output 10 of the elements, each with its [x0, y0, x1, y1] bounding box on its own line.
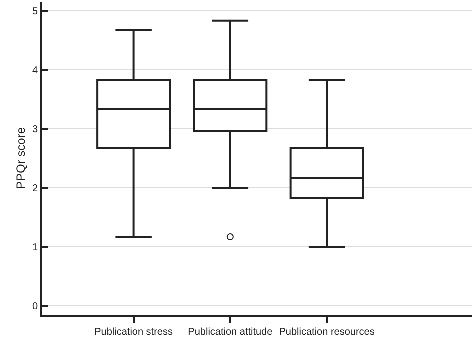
y-tick-label: 5	[32, 6, 38, 18]
y-tick-label: 2	[32, 184, 38, 195]
y-tick-label: 3	[32, 124, 38, 136]
y-tick-label: 1	[32, 242, 38, 254]
y-tick-label: 0	[32, 302, 38, 313]
x-tick-label: Publication attitude	[188, 327, 274, 338]
y-axis-title: PPQr score	[14, 127, 28, 190]
y-tick-label: 4	[32, 65, 38, 76]
x-tick-label: Publication resources	[279, 327, 375, 338]
x-tick-label: Publication stress	[94, 327, 173, 338]
